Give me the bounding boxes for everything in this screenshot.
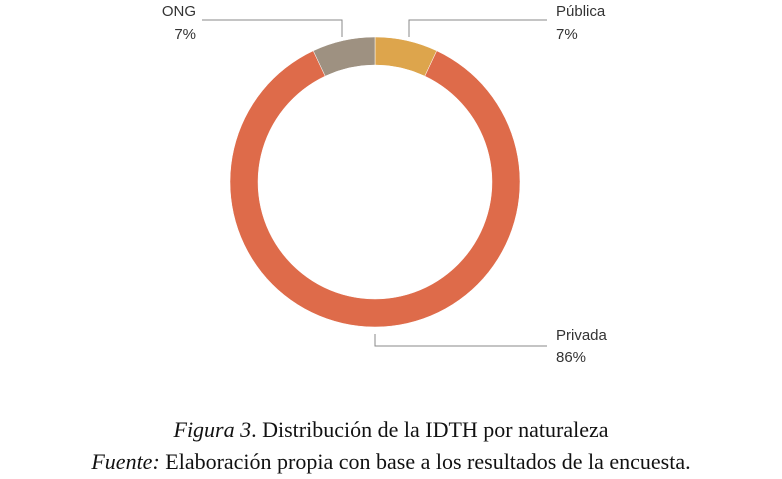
figure-title: . Distribución de la IDTH por naturaleza	[251, 417, 609, 442]
source-caption: Fuente: Elaboración propia con base a lo…	[0, 449, 782, 475]
value-publica: 7%	[556, 26, 578, 43]
value-privada: 86%	[556, 349, 586, 366]
donut-chart: ONG 7% Pública 7% Privada 86%	[162, 3, 608, 366]
leader-line-privada	[374, 334, 547, 347]
label-privada: Privada	[556, 327, 608, 344]
leader-line-publica	[408, 19, 547, 37]
label-ong: ONG	[162, 3, 196, 20]
slice-privada	[229, 50, 521, 328]
figure-caption: Figura 3. Distribución de la IDTH por na…	[0, 417, 782, 443]
source-label: Fuente:	[91, 449, 160, 474]
label-publica: Pública	[556, 3, 606, 20]
slices	[229, 36, 521, 328]
figure-label: Figura 3	[173, 417, 252, 442]
slice-ong	[312, 36, 376, 77]
source-text: Elaboración propia con base a los result…	[159, 449, 691, 474]
value-ong: 7%	[174, 26, 196, 43]
leader-line-ong	[202, 19, 343, 37]
